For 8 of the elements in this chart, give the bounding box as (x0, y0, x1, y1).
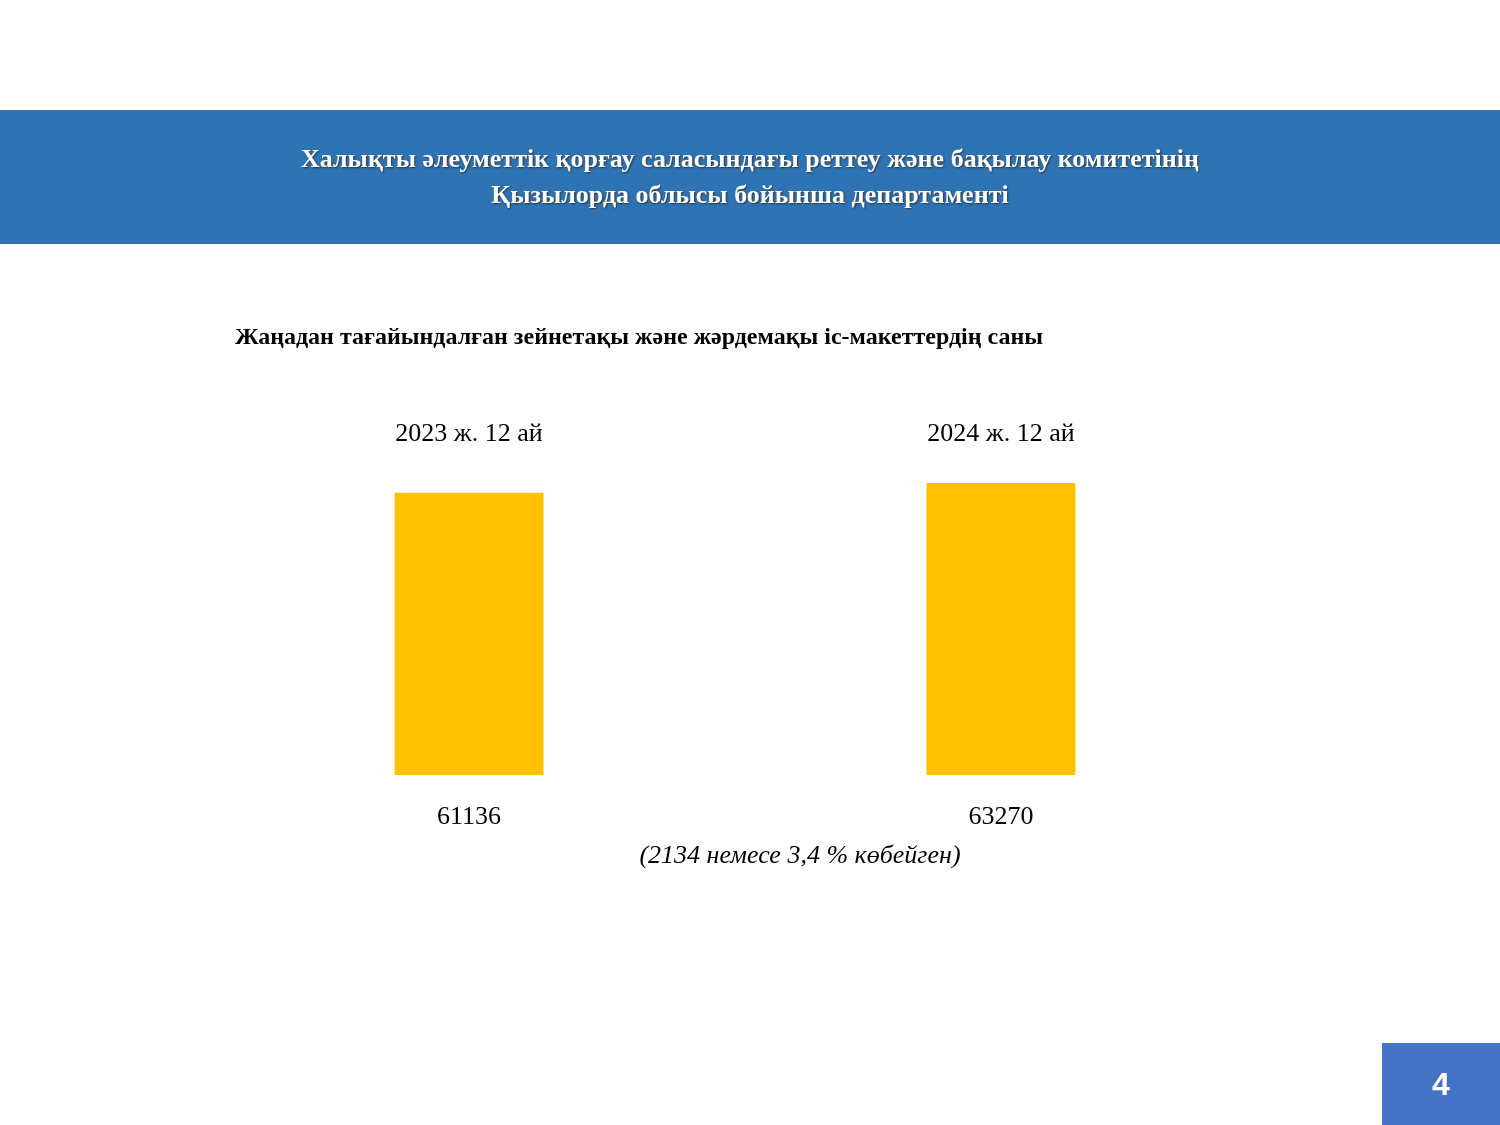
chart-subtitle: Жаңадан тағайындалған зейнетақы және жәрдемақы іс-макеттердің саны (235, 323, 1044, 349)
text: 4 (1382, 1043, 1500, 1125)
x-tick-label: 2023 ж. 12 ай (395, 417, 543, 447)
x-tick-label: 2024 ж. 12 ай (927, 417, 1075, 447)
data-label: 63270 (968, 801, 1034, 830)
chart-title: Халықты әлеуметтік қорғау саласындағы реттеу және бақылау комитетінің Қызылорда облысы бойынша департаменті (0, 110, 1500, 244)
text: (2134 немесе 3,4 % көбейген) (638, 840, 962, 870)
data-label: 61136 (437, 801, 502, 830)
